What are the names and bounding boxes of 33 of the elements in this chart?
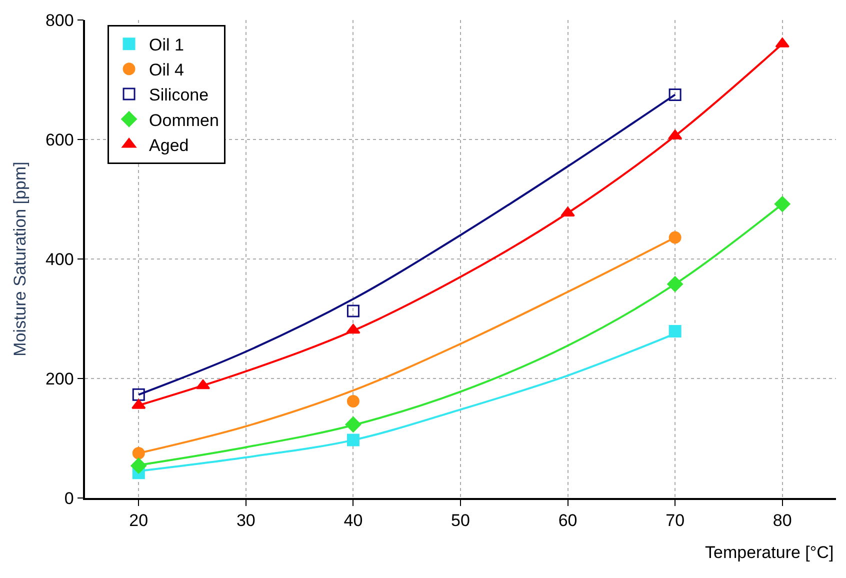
- point: [668, 88, 682, 101]
- x-tick-label: 40: [344, 511, 363, 530]
- y-tick-label: 400: [45, 250, 74, 269]
- y-tick-label: 800: [45, 10, 74, 30]
- point: [132, 388, 145, 401]
- point: [196, 379, 210, 390]
- point: [668, 325, 682, 338]
- point: [132, 446, 145, 460]
- point: [668, 231, 682, 244]
- x-tick-label: 30: [236, 511, 256, 530]
- point: [667, 276, 683, 292]
- legend-label: Oil 4: [149, 60, 184, 80]
- point: [346, 434, 360, 446]
- y-tick-label: 200: [45, 369, 74, 388]
- x-tick-label: 70: [666, 511, 685, 530]
- x-axis-title: Temperature [°C]: [705, 543, 834, 562]
- point: [346, 304, 360, 318]
- legend-label: Oil 1: [149, 35, 184, 54]
- point: [345, 416, 362, 432]
- point: [130, 458, 147, 474]
- legend-label: Aged: [149, 136, 189, 155]
- y-tick-label: 0: [64, 488, 74, 508]
- point: [346, 324, 360, 334]
- x-tick-label: 80: [772, 511, 792, 530]
- point: [346, 394, 360, 408]
- point: [774, 196, 790, 212]
- y-tick-label: 600: [45, 130, 74, 150]
- x-tick-label: 20: [129, 511, 148, 530]
- legend-label: Oommen: [149, 110, 219, 130]
- legend-label: Silicone: [149, 86, 209, 105]
- x-tick-label: 50: [451, 511, 470, 530]
- x-tick-label: 60: [558, 511, 578, 530]
- y-axis-title: Moisture Saturation [ppm]: [10, 162, 30, 356]
